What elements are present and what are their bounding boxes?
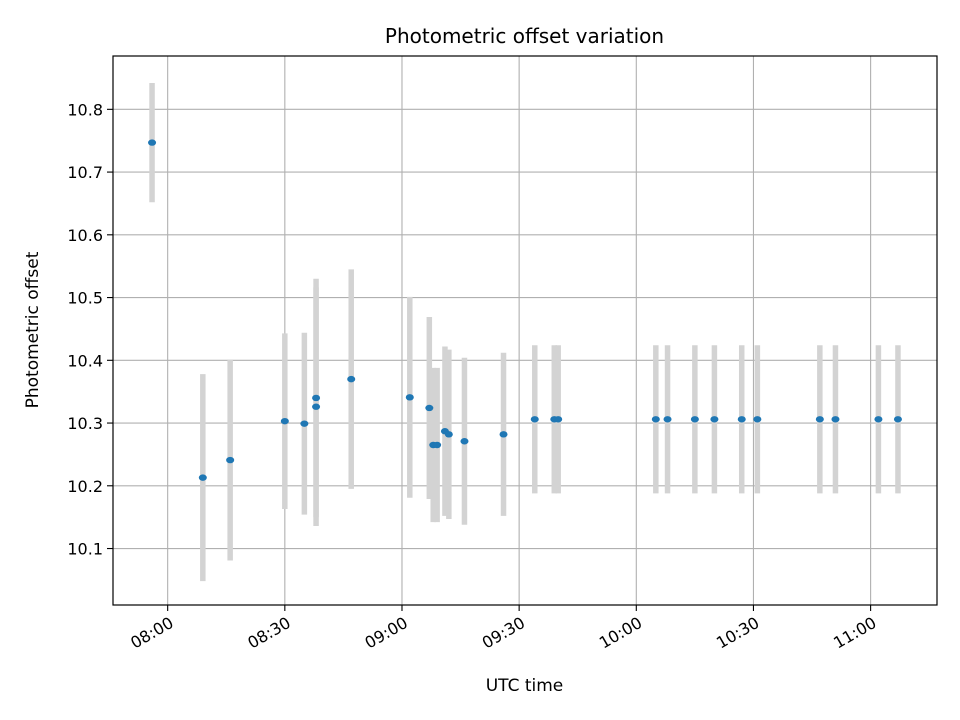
- data-point: [312, 394, 321, 402]
- data-point: [405, 394, 414, 401]
- data-point: [425, 404, 434, 412]
- y-tick-label: 10.8: [67, 100, 103, 119]
- y-tick-label: 10.3: [67, 414, 103, 433]
- y-tick-label: 10.1: [67, 540, 103, 559]
- y-tick-label: 10.2: [67, 477, 103, 496]
- y-tick-label: 10.7: [67, 163, 103, 182]
- y-tick-label: 10.5: [67, 289, 103, 308]
- data-point: [710, 416, 719, 423]
- data-point: [347, 375, 356, 383]
- data-point: [753, 416, 762, 423]
- data-point: [874, 416, 883, 423]
- x-axis-label: UTC time: [486, 676, 564, 696]
- data-point: [663, 416, 672, 423]
- data-point: [893, 416, 902, 423]
- data-point: [444, 431, 453, 438]
- data-point: [554, 416, 563, 423]
- data-point: [831, 416, 840, 423]
- data-point: [651, 416, 660, 423]
- data-points: [148, 139, 902, 481]
- grid: [113, 56, 937, 605]
- data-point: [280, 417, 289, 425]
- y-axis: 10.1 10.2 10.3 10.4 10.5 10.6 10.7 10.8: [67, 100, 113, 559]
- data-point: [690, 416, 699, 423]
- data-point: [300, 420, 309, 427]
- data-point: [737, 416, 746, 423]
- data-point: [198, 474, 207, 481]
- data-point: [460, 438, 469, 445]
- chart-title: Photometric offset variation: [385, 24, 664, 48]
- data-point: [499, 431, 508, 438]
- data-point: [312, 403, 321, 410]
- y-tick-label: 10.6: [67, 226, 103, 245]
- plot-frame: [112, 55, 938, 606]
- data-point: [226, 456, 235, 464]
- data-point: [815, 416, 824, 423]
- y-tick-label: 10.4: [67, 351, 103, 370]
- data-point: [148, 139, 157, 146]
- data-point: [433, 441, 442, 449]
- data-point: [530, 416, 539, 423]
- y-axis-label: Photometric offset: [23, 251, 43, 408]
